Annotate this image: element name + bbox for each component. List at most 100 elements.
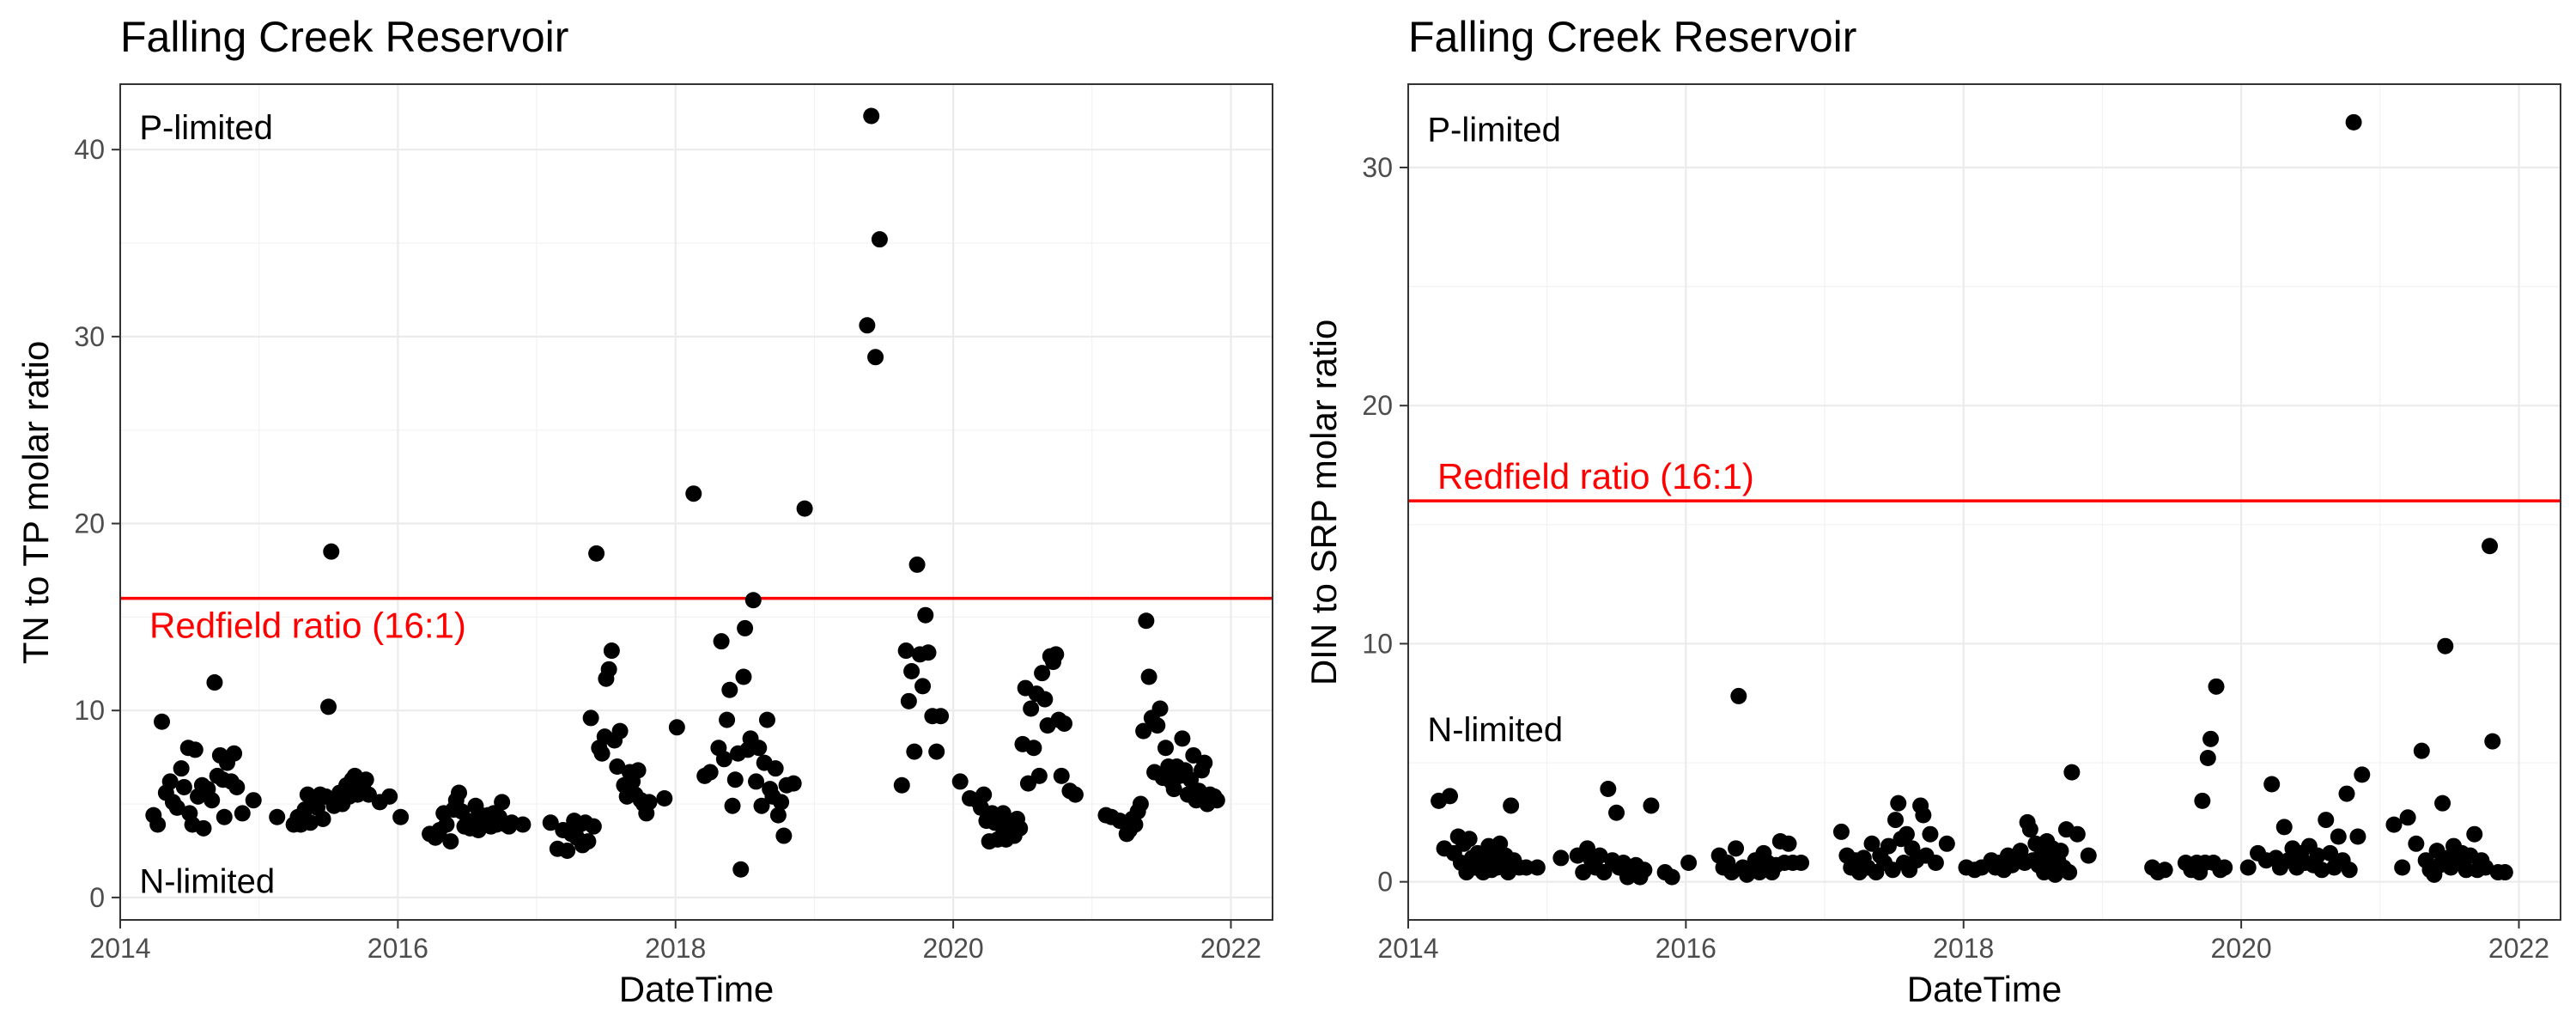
x-tick-label: 2018 xyxy=(1933,933,1994,964)
data-point xyxy=(161,773,179,790)
data-point xyxy=(2263,776,2281,793)
y-tick-label: 10 xyxy=(74,695,105,726)
data-point xyxy=(748,773,765,790)
data-point xyxy=(2208,678,2225,695)
data-point xyxy=(1780,835,1797,852)
chart-panel-tn-tp: Falling Creek Reservoir 2014 2016 2018 2020… xyxy=(15,13,1273,1009)
data-point xyxy=(1461,831,1478,848)
data-point xyxy=(226,745,243,762)
data-point xyxy=(1595,864,1613,881)
data-point xyxy=(750,740,768,757)
data-point xyxy=(1922,825,1939,843)
data-point xyxy=(2484,733,2501,750)
data-point xyxy=(494,794,511,811)
data-point xyxy=(773,794,790,811)
data-point xyxy=(1030,767,1048,784)
data-point xyxy=(245,792,262,809)
data-point xyxy=(1132,795,1149,813)
data-point xyxy=(920,644,937,661)
data-point xyxy=(928,743,945,760)
data-point xyxy=(381,788,398,805)
data-point xyxy=(2216,859,2233,876)
data-point xyxy=(2239,859,2257,876)
y-axis-ticks: 0 10 20 30 xyxy=(1362,152,1408,898)
data-point xyxy=(392,808,410,825)
data-point xyxy=(357,771,374,788)
data-point xyxy=(2322,844,2339,861)
data-point xyxy=(1053,767,1070,784)
data-point xyxy=(867,349,884,366)
data-point xyxy=(1728,840,1745,857)
data-point xyxy=(1048,646,1065,663)
data-point xyxy=(668,719,685,736)
annotation-n-limited: N-limited xyxy=(1427,711,1563,749)
data-point xyxy=(149,816,167,833)
data-point xyxy=(796,500,813,517)
data-point xyxy=(769,807,787,824)
data-point xyxy=(897,642,914,660)
data-point xyxy=(744,592,762,609)
data-point xyxy=(2313,861,2330,879)
data-point xyxy=(1208,792,1225,809)
x-tick-label: 2014 xyxy=(89,933,150,964)
data-point xyxy=(2413,742,2430,759)
y-tick-label: 0 xyxy=(89,882,105,913)
y-tick-label: 40 xyxy=(74,134,105,165)
data-point xyxy=(775,827,793,844)
data-point xyxy=(785,775,802,792)
data-point xyxy=(724,797,741,814)
y-axis-ticks: 0 10 20 30 40 xyxy=(74,134,120,913)
data-point xyxy=(600,661,617,678)
data-point xyxy=(1680,854,1698,871)
data-point xyxy=(228,778,246,795)
data-point xyxy=(2309,847,2326,864)
x-tick-label: 2018 xyxy=(645,933,706,964)
data-point xyxy=(2156,861,2173,879)
data-point xyxy=(2482,538,2499,555)
y-tick-label: 20 xyxy=(1362,390,1393,421)
data-point xyxy=(154,713,171,730)
data-point xyxy=(2021,821,2038,838)
x-tick-label: 2020 xyxy=(2211,933,2272,964)
data-point xyxy=(1034,665,1051,682)
data-point xyxy=(1832,823,1850,840)
data-point xyxy=(582,709,599,727)
redfield-label: Redfield ratio (16:1) xyxy=(149,606,466,646)
data-point xyxy=(685,485,702,502)
data-point xyxy=(917,606,934,624)
data-point xyxy=(2330,828,2347,845)
data-point xyxy=(713,633,730,650)
y-tick-label: 30 xyxy=(74,321,105,352)
data-point xyxy=(2408,835,2425,852)
data-point xyxy=(2437,637,2454,654)
data-point xyxy=(2496,864,2513,881)
data-point xyxy=(1055,715,1072,732)
x-axis-ticks: 2014 2016 2018 2020 2022 xyxy=(1377,920,2549,964)
data-point xyxy=(702,764,719,781)
data-point xyxy=(1025,740,1042,757)
data-point xyxy=(629,762,647,779)
data-point xyxy=(1023,700,1040,717)
x-tick-label: 2020 xyxy=(923,933,984,964)
data-point xyxy=(893,776,910,794)
data-point xyxy=(914,678,932,695)
data-point xyxy=(1608,804,1625,821)
data-point xyxy=(2341,861,2358,879)
data-point xyxy=(900,692,917,709)
data-point xyxy=(1066,786,1084,803)
data-point xyxy=(1174,730,1191,747)
data-points xyxy=(145,107,1225,878)
data-point xyxy=(1442,788,1459,805)
data-point xyxy=(1915,807,1932,824)
data-point xyxy=(2354,766,2371,783)
data-point xyxy=(1140,668,1157,685)
data-point xyxy=(588,545,605,562)
data-point xyxy=(2069,825,2086,843)
data-point xyxy=(1927,854,1944,871)
data-point xyxy=(2052,843,2069,860)
data-point xyxy=(758,711,775,728)
y-tick-label: 20 xyxy=(74,508,105,539)
data-point xyxy=(603,642,620,660)
y-axis-title: DIN to SRP molar ratio xyxy=(1303,320,1344,685)
plot-border xyxy=(1407,83,2561,921)
